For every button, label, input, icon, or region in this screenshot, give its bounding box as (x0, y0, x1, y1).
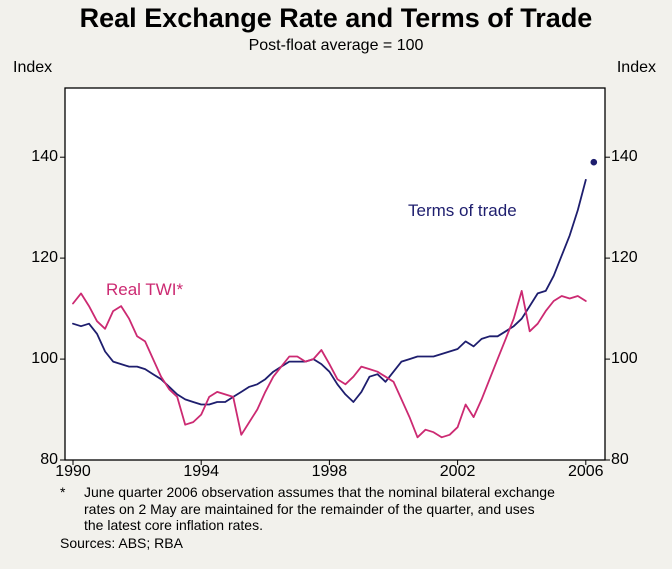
series-line-real-twi (72, 289, 587, 439)
footnote-line: the latest core inflation rates. (84, 517, 263, 533)
plot-background (65, 88, 605, 460)
left-axis-unit-label: Index (13, 59, 53, 76)
sources-line: Sources: ABS; RBA (60, 535, 183, 551)
series-label-terms-of-trade: Terms of trade (408, 201, 517, 220)
footnote-text: June quarter 2006 observation assumes th… (84, 484, 555, 534)
series-line-terms-of-trade (72, 178, 587, 406)
series-label-real-twi: Real TWI* (106, 280, 184, 299)
right-axis-unit-label: Index (616, 59, 656, 76)
footnote-line: rates on 2 May are maintained for the re… (84, 500, 535, 517)
footnote-marker: * (60, 484, 66, 500)
chart-title: Real Exchange Rate and Terms of Trade (79, 3, 593, 33)
plot-frame (64, 87, 606, 461)
end-point-marker (590, 158, 598, 166)
footnote-line: June quarter 2006 observation assumes th… (84, 484, 555, 500)
chart-subtitle: Post-float average = 100 (248, 37, 424, 54)
footnote: * June quarter 2006 observation assumes … (60, 484, 555, 534)
